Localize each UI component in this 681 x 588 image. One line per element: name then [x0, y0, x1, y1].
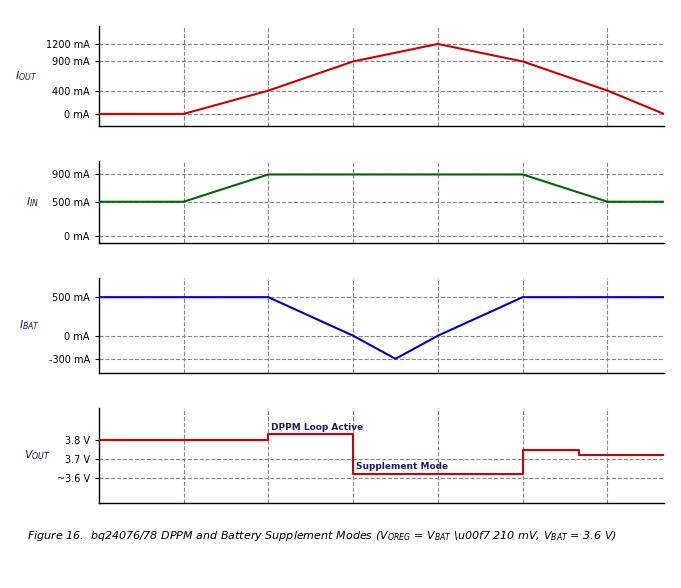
Y-axis label: $V_{OUT}$: $V_{OUT}$ [24, 449, 50, 462]
Text: DPPM Loop Active: DPPM Loop Active [271, 423, 364, 432]
Text: Figure 16.  bq24076/78 DPPM and Battery Supplement Modes ($\mathit{V}_{OREG}$ = : Figure 16. bq24076/78 DPPM and Battery S… [27, 529, 617, 543]
Text: Supplement Mode: Supplement Mode [356, 462, 448, 472]
Y-axis label: $I_{BAT}$: $I_{BAT}$ [18, 319, 39, 332]
Y-axis label: $I_{OUT}$: $I_{OUT}$ [15, 69, 37, 83]
Y-axis label: $I_{IN}$: $I_{IN}$ [26, 195, 39, 209]
